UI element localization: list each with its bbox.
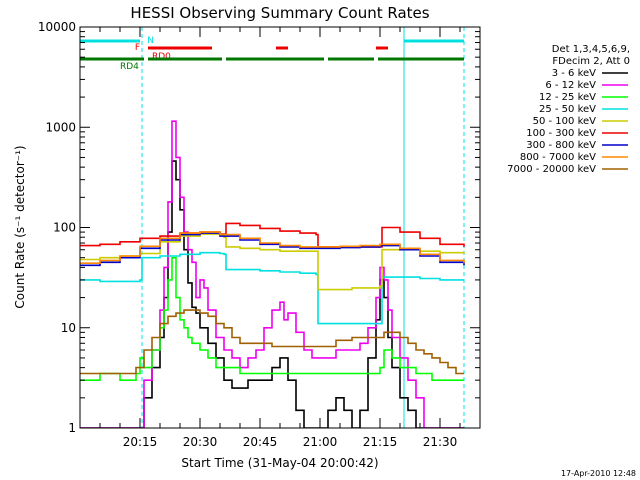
flag-segment-f	[148, 46, 212, 50]
legend-header-line-1: Det 1,3,4,5,6,9,	[552, 44, 630, 55]
observing-flags: NF RD0 RD4	[80, 36, 464, 72]
series-line-7	[80, 231, 465, 264]
series-line-3	[80, 251, 464, 325]
series-line-5	[80, 222, 465, 248]
flag-label-n: N	[147, 36, 154, 46]
legend-label: 6 - 12 keV	[545, 80, 596, 91]
chart-legend: Det 1,3,4,5,6,9, FDecim 2, Att 0 3 - 6 k…	[507, 44, 630, 175]
legend-label: 50 - 100 keV	[533, 116, 597, 127]
flag-segment-rd4	[328, 57, 374, 61]
flag-segment-rd4	[148, 57, 222, 61]
flag-segment-rd4	[226, 57, 324, 61]
flag-segment-n	[404, 39, 464, 43]
x-axis-label: Start Time (31-May-04 20:00:42)	[181, 456, 378, 470]
legend-label: 800 - 7000 keV	[520, 152, 596, 163]
x-tick-label: 21:30	[423, 435, 458, 449]
series-line-8	[80, 309, 464, 375]
footer-timestamp: 17-Apr-2010 12:48	[561, 469, 636, 478]
flag-segment-n	[80, 39, 140, 43]
series-line-2	[80, 256, 464, 381]
plot-area	[80, 27, 465, 428]
y-tick-label: 1000	[45, 120, 76, 134]
x-tick-label: 20:15	[123, 435, 158, 449]
x-tick-label: 20:45	[243, 435, 278, 449]
y-tick-label: 10	[61, 321, 76, 335]
legend-header-line-2: FDecim 2, Att 0	[552, 56, 630, 67]
legend-label: 100 - 300 keV	[526, 128, 596, 139]
chart-axes: 1 10 100 1000 10000 20:15 20:30 20:45 21:00 21:15…	[38, 20, 481, 449]
y-tick-label: 100	[53, 221, 76, 235]
series-line-1	[80, 120, 464, 428]
flag-segment-f	[276, 46, 288, 50]
y-tick-label: 10000	[38, 20, 76, 34]
series-line-4	[80, 233, 465, 291]
series-group	[80, 27, 465, 428]
flag-label-rd4: RD4	[120, 62, 139, 72]
flag-label-f: F	[135, 43, 140, 53]
legend-label: 12 - 25 keV	[539, 92, 596, 103]
legend-label: 25 - 50 keV	[539, 104, 596, 115]
flag-segment-f	[376, 46, 388, 50]
y-tick-label: 1	[68, 421, 76, 435]
chart-title: HESSI Observing Summary Count Rates	[130, 4, 429, 22]
flag-segment-rd4	[378, 57, 464, 61]
x-tick-label: 21:15	[363, 435, 398, 449]
y-axis-label: Count Rate (s⁻¹ detector⁻¹)	[13, 145, 27, 308]
legend-label: 300 - 800 keV	[526, 140, 596, 151]
x-tick-label: 21:00	[303, 435, 338, 449]
legend-label: 3 - 6 keV	[552, 68, 596, 79]
x-tick-label: 20:30	[183, 435, 218, 449]
flag-label-rd0: RD0	[152, 52, 171, 62]
series-line-0	[80, 160, 464, 428]
flag-segment-rd4	[80, 57, 144, 61]
legend-label: 7000 - 20000 keV	[507, 164, 596, 175]
